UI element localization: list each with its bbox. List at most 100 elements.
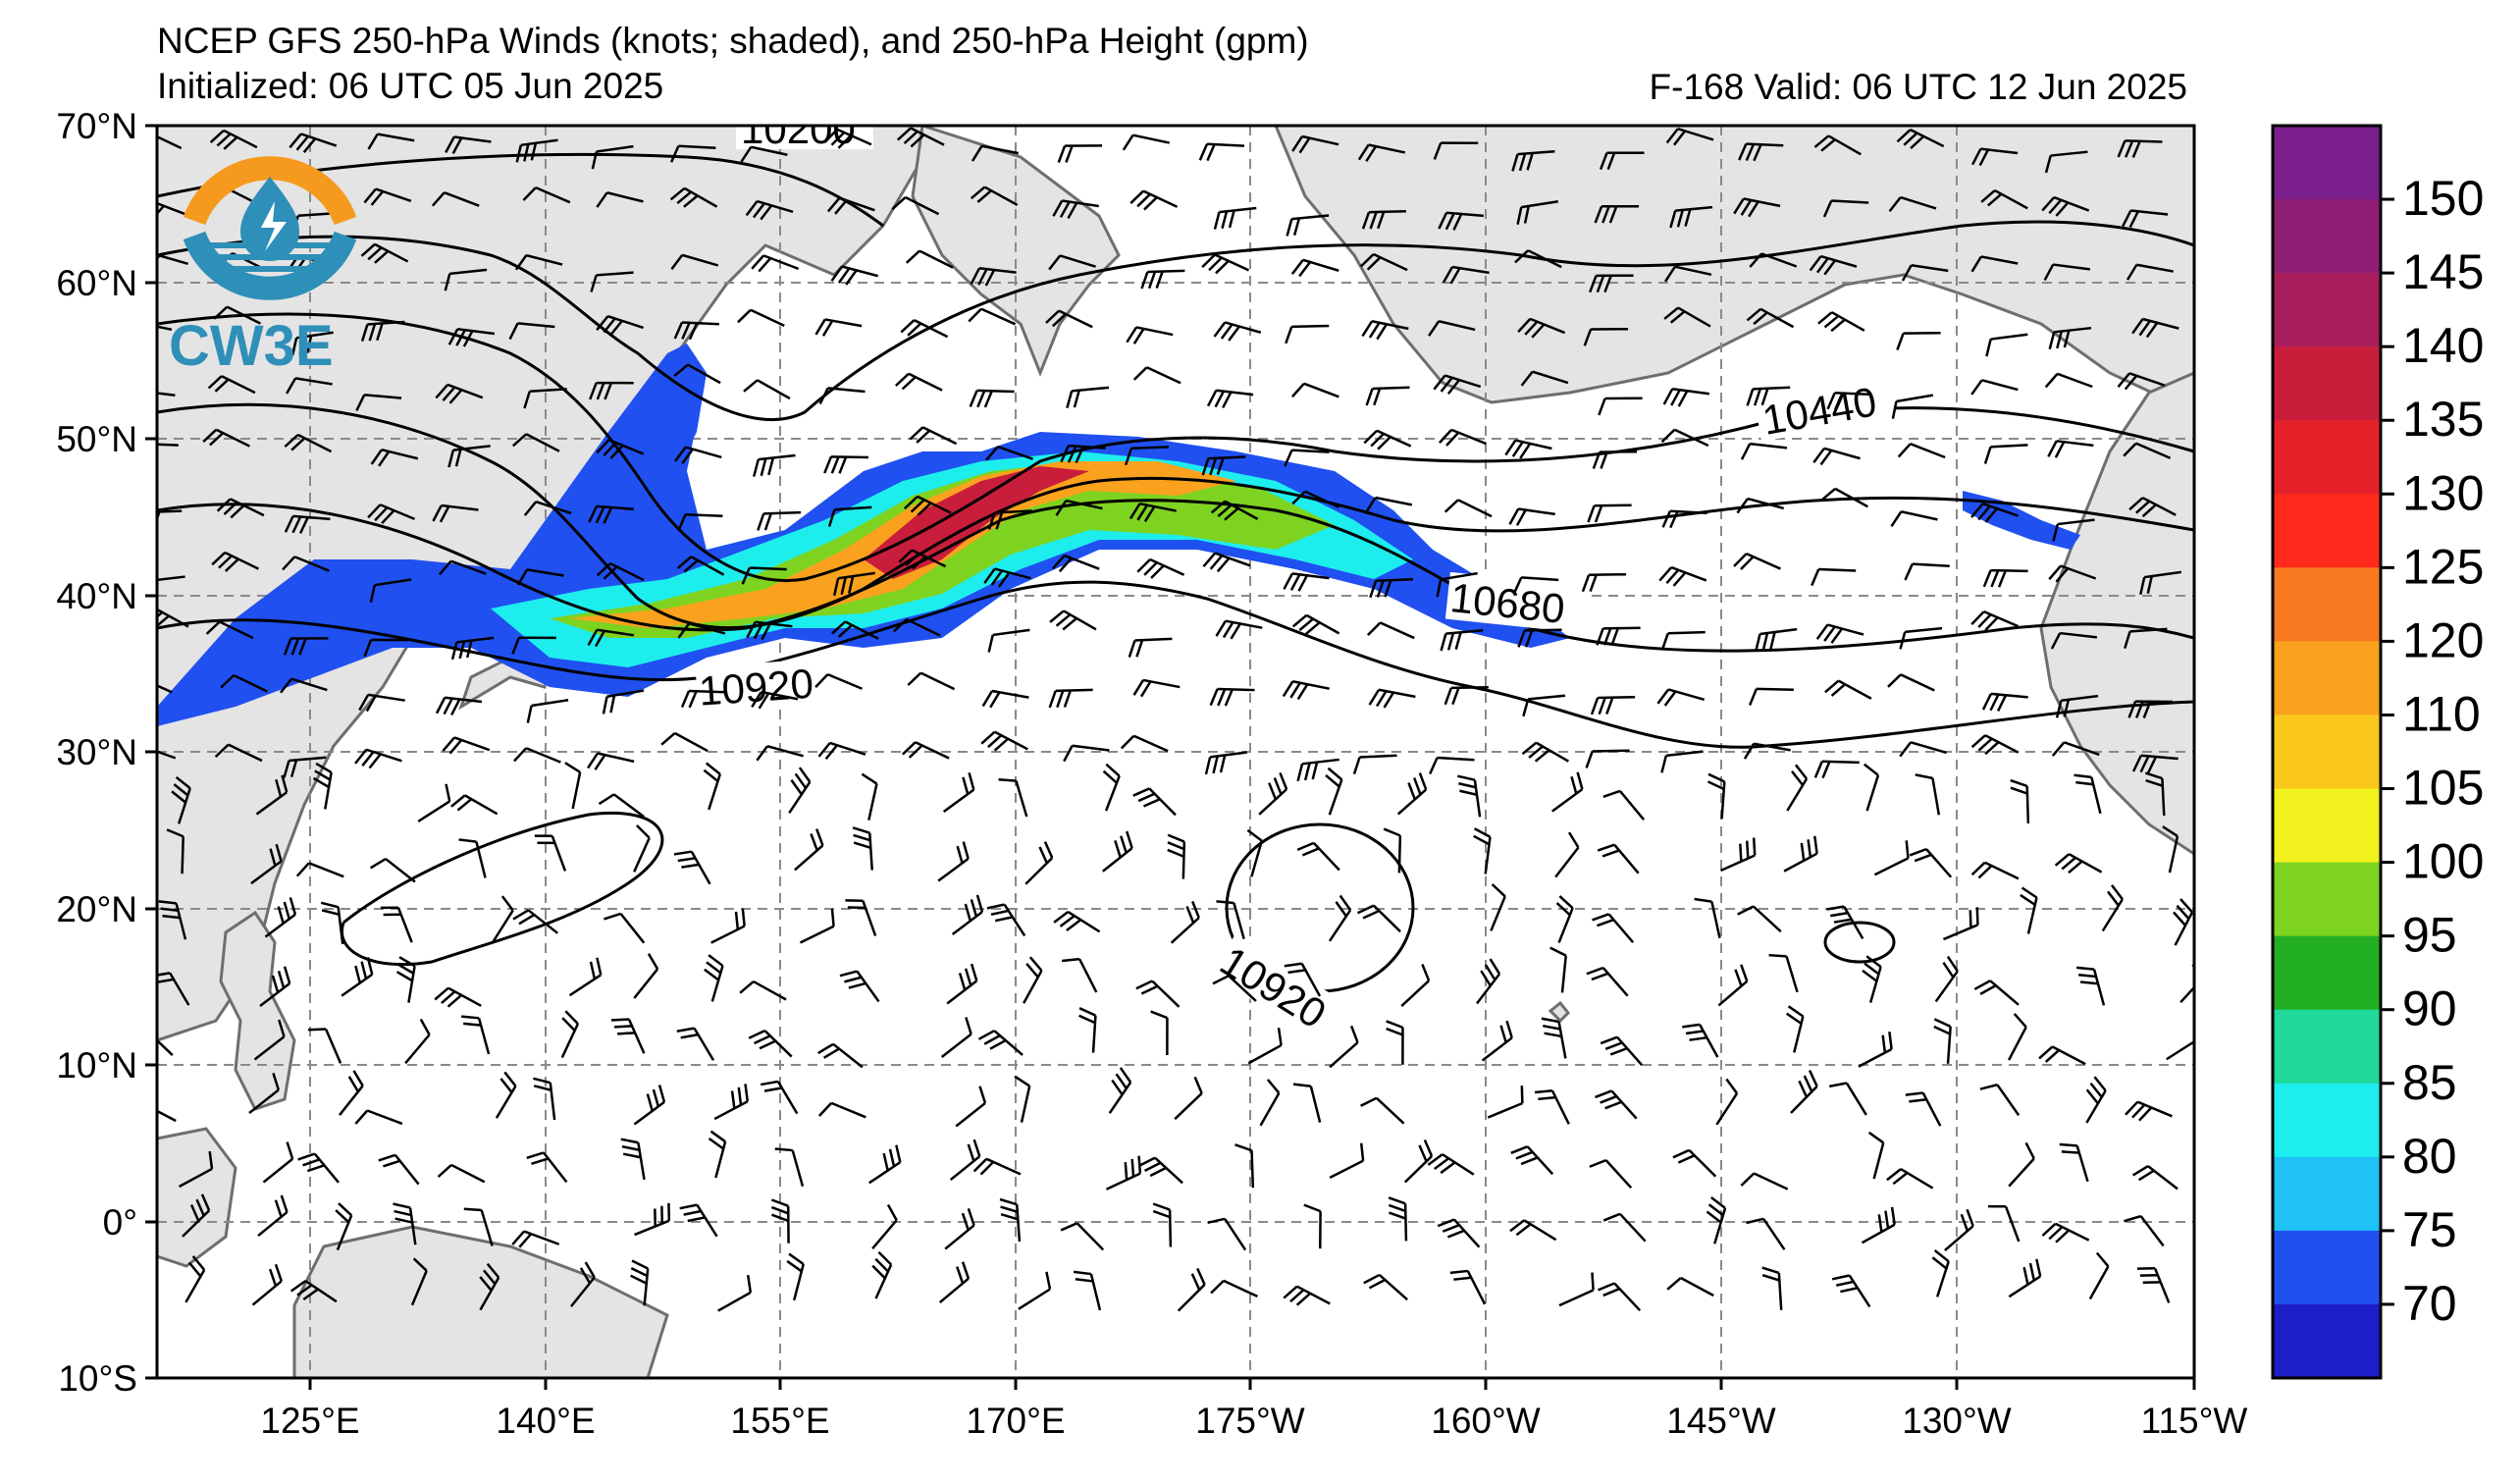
wind-barb [447,328,496,347]
wind-barb [1715,1078,1739,1126]
wind-barb [508,322,555,341]
wind-barb [1291,613,1340,635]
wind-barb [1682,1023,1719,1058]
wind-barb [2173,898,2194,946]
wind-barb [2050,631,2098,650]
colorbar-swatch [2273,346,2381,421]
wind-barb [898,549,947,570]
wind-barb [2075,966,2106,1006]
wind-barb [1442,265,1490,285]
wind-barb [1296,758,1339,782]
wind-barb [479,1262,500,1311]
colorbar-swatch [2273,935,2381,1011]
wind-barb [2144,771,2166,817]
wind-barb [1517,317,1566,339]
wind-barb [868,1144,902,1185]
lon-label: 130°W [1902,1401,2012,1441]
wind-barb [492,895,514,943]
wind-barb [533,1077,556,1121]
wind-barb [1890,510,1938,528]
wind-barb [1444,686,1489,706]
wind-barb [1292,1083,1322,1123]
wind-barb [713,1084,749,1121]
wind-barb [1970,503,2019,523]
wind-barb [977,1030,1024,1056]
wind-barb [1433,141,1479,160]
wind-barb [259,966,291,1008]
wind-barb [1286,214,1330,237]
wind-barb [1602,1212,1647,1243]
wind-barb [602,689,645,715]
wind-barb [255,774,289,816]
colorbar-swatch [2273,1156,2381,1232]
wind-barb [1014,1075,1031,1123]
wind-barb [335,1202,353,1250]
wind-barb [970,185,1019,206]
wind-barb [1733,553,1781,570]
wind-barb [2038,1045,2086,1066]
wind-barb [704,954,724,1002]
wind-barb [1369,577,1414,599]
wind-barb [677,622,726,639]
jet-band-alaska [1963,491,2080,550]
wind-barb [1436,571,1478,598]
wind-barb [1809,254,1858,276]
wind-barb [1055,499,1103,516]
wind-barb [369,578,412,604]
wind-barb [1053,910,1101,933]
wind-barb [1150,1010,1169,1056]
wind-barb [434,986,482,1008]
colorbar-label: 75 [2402,1202,2457,1257]
wind-barb [2139,570,2182,596]
wind-barb [564,762,582,810]
colorbar-swatch [2273,420,2381,495]
wind-barb [2126,263,2174,281]
wind-barb [676,1027,715,1061]
wind-barb [746,620,793,641]
wind-barb [1303,1203,1322,1249]
wind-barb [1246,828,1264,877]
wind-barb [1811,567,1857,587]
wind-barb [157,134,183,150]
wind-barb [673,321,719,341]
wind-barb [861,772,878,821]
wind-barb [2048,326,2092,350]
wind-barb [1602,789,1646,821]
philippines [219,910,296,1111]
wind-barb [673,363,721,385]
wind-barb [363,187,412,206]
wind-barb [901,741,950,760]
wind-barb [1504,439,1552,459]
hawaii [1548,1000,1571,1024]
wind-barb [171,775,191,824]
wind-barb [938,1261,971,1303]
wind-barb [1595,1089,1638,1120]
wind-barb [355,394,402,412]
wind-barb [378,1153,420,1186]
wind-barb [363,638,409,658]
wind-barb [461,1015,491,1055]
colorbar-label: 80 [2402,1129,2457,1184]
wind-barb [1534,1089,1570,1125]
wind-barb [2122,209,2169,228]
wind-barb [1988,1204,2021,1243]
wind-barb [587,628,635,648]
colorbar-ticks [2381,197,2394,1306]
wind-barb [1822,199,1869,218]
wind-barb [417,783,451,822]
wind-barb [445,135,492,154]
wind-barb [2044,372,2093,389]
wind-barb [1592,913,1635,944]
wind-barb [516,568,564,586]
wind-barb [1512,576,1559,595]
wind-barb [1360,1096,1405,1125]
wind-barb [2007,1013,2027,1061]
new-guinea [292,1225,669,1378]
wind-barb [442,736,491,755]
wind-barb [202,428,250,448]
wind-barb [1102,830,1133,873]
wind-barb [596,438,645,459]
wind-barb [1590,695,1636,715]
wind-barb [1812,447,1861,466]
